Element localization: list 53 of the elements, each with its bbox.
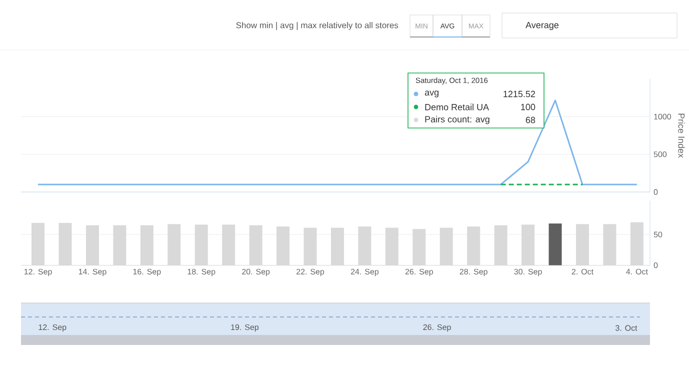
text: Show min | avg | max relatively to all stores [236, 22, 398, 30]
y-tick-label: 500 [654, 151, 667, 158]
bar [304, 228, 317, 266]
x-tick-label: 4. Oct [626, 268, 648, 274]
legend-label: avg [424, 90, 438, 98]
annotation: 100 [521, 104, 536, 110]
text: 19. Sep [231, 324, 259, 332]
y-tick-label: 0 [654, 262, 658, 268]
x-tick-label: 22. Sep [296, 268, 324, 276]
bar [494, 225, 508, 266]
bar [630, 222, 644, 266]
bar [576, 224, 589, 266]
bar [32, 222, 45, 266]
x-tick-label: 24. Sep [350, 268, 379, 276]
x-tick-label: 26. Sep [405, 268, 433, 276]
bar [140, 225, 154, 266]
x-tick-label: 2. Oct [572, 268, 594, 274]
bar [548, 223, 562, 266]
text: Average [526, 22, 558, 30]
bar [603, 224, 616, 266]
bar [113, 225, 126, 266]
x-tick-label: 18. Sep [188, 268, 216, 276]
annotation: 1215.52 [504, 90, 535, 98]
text: 26. Sep [423, 324, 451, 332]
legend-label: Demo Retail UA [425, 104, 490, 110]
y-tick-label: 0 [654, 189, 658, 195]
annotation: 68 [526, 116, 536, 124]
x-tick-label: 20. Sep [242, 268, 270, 276]
x-tick-label: 14. Sep [78, 268, 106, 276]
bar [194, 224, 208, 266]
text: 12. Sep [38, 324, 66, 332]
bar [358, 226, 372, 266]
bar [412, 228, 426, 266]
x-tick-label: 30. Sep [514, 268, 542, 276]
x-tick-label: 12. Sep [24, 268, 52, 276]
x-tick-label: 28. Sep [460, 268, 488, 276]
bar [467, 226, 480, 266]
bar [385, 228, 398, 266]
y-tick-label: 1000 [654, 114, 672, 120]
bar [222, 224, 236, 266]
bar [249, 225, 262, 266]
x-tick-label: 16. Sep [133, 268, 161, 276]
legend-label: Pairs count: avg [425, 116, 490, 124]
bar [58, 222, 72, 266]
bar [168, 224, 181, 266]
bar [440, 228, 453, 266]
bar [86, 225, 99, 266]
bar [330, 228, 344, 266]
bar [276, 226, 290, 266]
y-axis-title: Price Index [678, 114, 685, 158]
bar [522, 224, 535, 266]
y-tick-label: 50 [654, 232, 662, 238]
text: 3. Oct [615, 325, 638, 331]
